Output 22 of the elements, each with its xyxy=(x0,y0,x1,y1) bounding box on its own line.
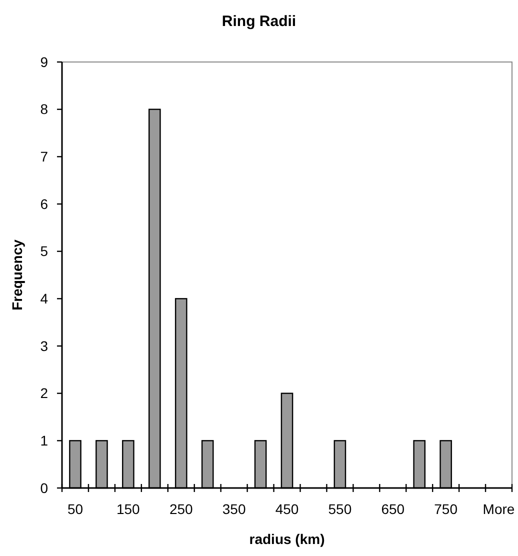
y-tick-label: 9 xyxy=(40,54,48,70)
y-tick-label: 6 xyxy=(40,196,48,212)
x-tick-label: 750 xyxy=(434,501,458,517)
x-tick-label: 350 xyxy=(222,501,246,517)
x-tick-label: 250 xyxy=(169,501,194,517)
x-tick-label: 150 xyxy=(116,501,140,517)
y-tick-label: 4 xyxy=(40,290,48,307)
y-tick-label: 5 xyxy=(40,243,48,260)
x-axis-title: radius (km) xyxy=(249,531,325,547)
y-tick-label: 0 xyxy=(40,480,48,496)
x-tick-label: 550 xyxy=(328,501,352,517)
y-tick-label: 8 xyxy=(40,101,48,118)
y-tick-label: 3 xyxy=(40,338,48,354)
x-tick-label: More xyxy=(482,501,515,517)
y-axis-title: Frequency xyxy=(9,239,25,310)
x-tick-label: 650 xyxy=(381,501,405,517)
x-tick-label: 50 xyxy=(67,501,84,517)
chart-title: Ring Radii xyxy=(222,13,296,30)
y-tick-label: 2 xyxy=(40,385,48,402)
y-tick-label: 7 xyxy=(40,148,48,165)
y-tick-label: 1 xyxy=(40,432,48,449)
x-tick-label: 450 xyxy=(275,501,299,517)
